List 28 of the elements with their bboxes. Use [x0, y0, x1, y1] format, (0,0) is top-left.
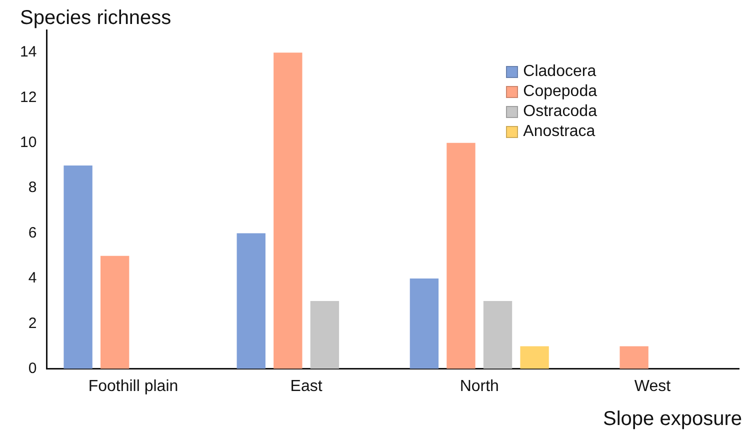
bar: [274, 52, 302, 369]
legend-label: Cladocera: [523, 62, 596, 82]
y-tick-label: 12: [20, 88, 37, 106]
bar: [446, 142, 476, 369]
legend-label: Ostracoda: [523, 102, 597, 122]
bar: [310, 301, 340, 369]
legend-label: Anostraca: [523, 122, 596, 142]
x-axis-title: Slope exposure: [603, 408, 742, 430]
bar: [520, 346, 549, 369]
y-tick-label: 8: [28, 179, 37, 196]
y-tick-label: 2: [28, 314, 37, 332]
y-tick-label: 0: [28, 360, 37, 377]
x-tick-label: West: [634, 378, 672, 395]
bar: [483, 301, 512, 369]
y-tick-label: 10: [20, 134, 37, 152]
bar: [100, 256, 130, 369]
legend-label: Copepoda: [523, 82, 597, 102]
x-tick-label: Foothill plain: [88, 378, 178, 395]
x-tick-label: East: [290, 378, 323, 395]
bar: [620, 346, 648, 369]
x-tick-label: North: [460, 378, 499, 395]
y-tick-label: 4: [28, 270, 37, 287]
y-tick-label: 14: [20, 44, 37, 61]
bar: [236, 233, 266, 369]
bar: [64, 166, 92, 369]
y-axis-title: Species richness: [20, 7, 172, 29]
y-tick-label: 6: [28, 224, 37, 242]
bar: [410, 278, 439, 369]
